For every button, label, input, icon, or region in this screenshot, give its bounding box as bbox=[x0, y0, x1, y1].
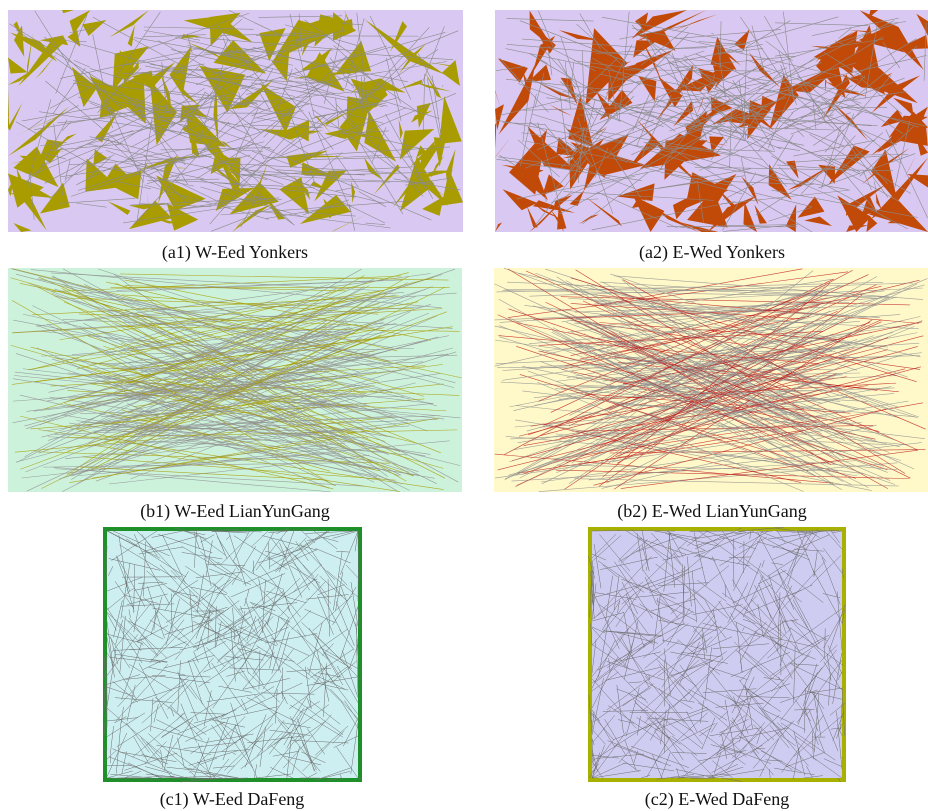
caption: (c1) W-Eed DaFeng bbox=[160, 789, 305, 810]
network-panel bbox=[588, 527, 846, 782]
network-panel bbox=[494, 268, 928, 492]
network-panel bbox=[8, 268, 462, 492]
caption: (b1) W-Eed LianYunGang bbox=[140, 501, 330, 522]
caption: (a1) W-Eed Yonkers bbox=[162, 242, 308, 263]
caption: (a2) E-Wed Yonkers bbox=[639, 242, 785, 263]
network-panel bbox=[8, 10, 463, 232]
figure: (a1) W-Eed Yonkers (a2) E-Wed Yonkers (b… bbox=[0, 0, 928, 811]
network-panel bbox=[495, 10, 928, 232]
caption: (c2) E-Wed DaFeng bbox=[645, 789, 790, 810]
caption: (b2) E-Wed LianYunGang bbox=[617, 501, 807, 522]
network-panel bbox=[103, 527, 362, 782]
